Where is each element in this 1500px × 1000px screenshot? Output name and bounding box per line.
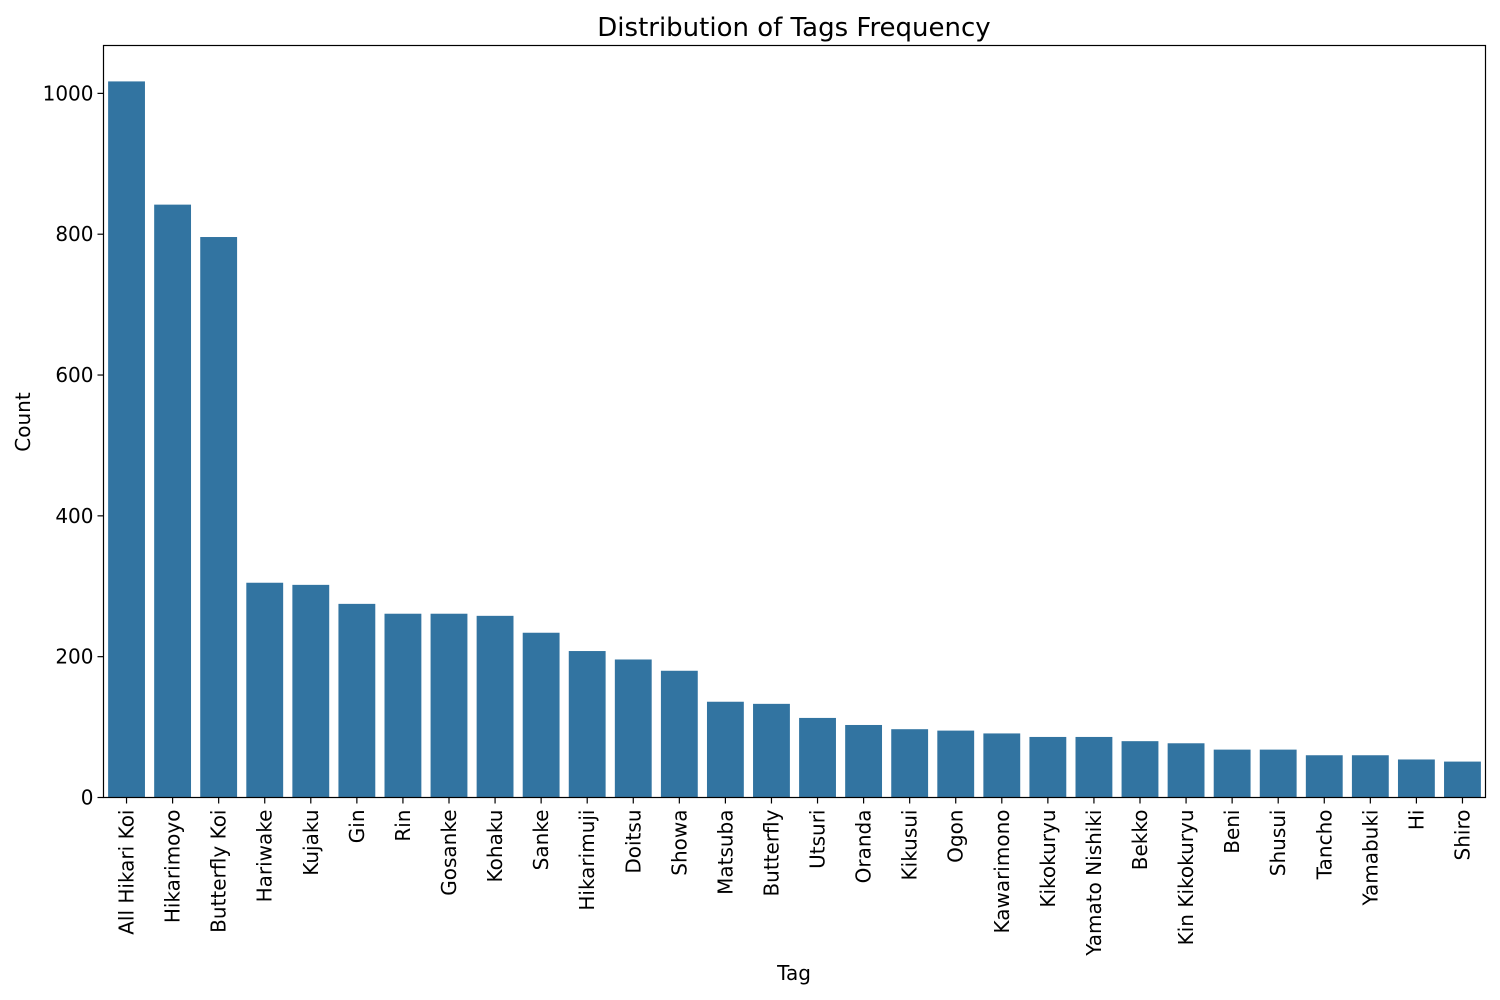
bars-group — [108, 81, 1481, 798]
bar — [522, 632, 560, 798]
bar — [706, 701, 744, 798]
bar — [108, 81, 145, 798]
x-tick-label: Doitsu — [621, 810, 645, 874]
x-tick-label: Bekko — [1128, 810, 1152, 871]
x-axis: All Hikari Koi Hikarimoyo Butterfly Koi Har… — [115, 797, 1474, 957]
bar — [845, 724, 883, 798]
bar — [1305, 755, 1343, 798]
bar — [660, 670, 698, 798]
y-axis: 0 200 400 600 800 1000 — [43, 81, 104, 810]
bar — [1444, 761, 1481, 798]
x-tick-label: Oranda — [852, 810, 876, 884]
y-tick-label: 800 — [55, 222, 93, 246]
bar — [1075, 736, 1113, 798]
y-tick-label: 0 — [81, 786, 94, 810]
x-tick-label: Kikokuryu — [1036, 810, 1060, 908]
bar — [1397, 759, 1435, 798]
y-tick-label: 600 — [55, 363, 93, 387]
x-tick-label: Kawarimono — [990, 810, 1014, 934]
x-tick-label: Kohaku — [483, 810, 507, 883]
x-tick-label: Rin — [391, 810, 415, 842]
bar — [891, 729, 929, 798]
bar — [384, 613, 422, 798]
x-tick-label: Kikusui — [898, 810, 922, 881]
x-tick-label: Kujaku — [299, 810, 323, 876]
x-tick-label: Butterfly — [759, 809, 783, 896]
bar — [983, 733, 1021, 798]
bar — [476, 615, 514, 798]
x-tick-label: Shusui — [1266, 810, 1290, 877]
y-tick-label: 1000 — [43, 81, 94, 105]
bar — [246, 582, 284, 798]
x-tick-label: Butterfly Koi — [207, 810, 231, 933]
bar — [1167, 743, 1205, 798]
x-tick-label: Hikarimuji — [575, 810, 599, 911]
bar — [1351, 755, 1389, 798]
bar — [1259, 749, 1297, 798]
x-tick-label: Yamabuki — [1358, 810, 1382, 907]
x-tick-label: Utsuri — [806, 810, 830, 869]
x-tick-label: Ogon — [944, 810, 968, 863]
bar — [753, 703, 790, 798]
x-tick-label: Hi — [1404, 810, 1428, 831]
bar — [1029, 736, 1067, 798]
x-tick-label: All Hikari Koi — [115, 810, 139, 935]
x-axis-label: Tag — [776, 961, 811, 985]
x-tick-label: Hariwake — [253, 810, 277, 903]
bar — [568, 651, 606, 798]
bar — [1121, 741, 1159, 798]
plot-frame — [102, 44, 1487, 799]
bar — [200, 237, 238, 798]
y-tick-label: 400 — [55, 504, 93, 528]
x-tick-label: Kin Kikokuryu — [1174, 810, 1198, 946]
x-tick-label: Gosanke — [437, 810, 461, 896]
x-tick-label: Sanke — [529, 810, 553, 871]
bar — [614, 659, 652, 798]
bar — [799, 717, 836, 798]
x-tick-label: Hikarimoyo — [161, 810, 185, 924]
x-tick-label: Beni — [1220, 810, 1244, 854]
y-axis-label: Count — [11, 392, 35, 452]
bar — [1213, 749, 1251, 798]
y-tick-label: 200 — [55, 645, 93, 669]
bar — [154, 204, 192, 798]
x-tick-label: Tancho — [1312, 810, 1336, 881]
x-tick-label: Yamato Nishiki — [1082, 810, 1106, 957]
bar — [937, 730, 975, 798]
chart-title: Distribution of Tags Frequency — [597, 13, 990, 43]
bar — [338, 603, 376, 798]
x-tick-label: Shiro — [1450, 810, 1474, 861]
x-tick-label: Showa — [667, 810, 691, 876]
x-tick-label: Matsuba — [713, 810, 737, 895]
bar — [292, 584, 330, 798]
x-tick-label: Gin — [345, 810, 369, 844]
bar — [430, 613, 468, 798]
